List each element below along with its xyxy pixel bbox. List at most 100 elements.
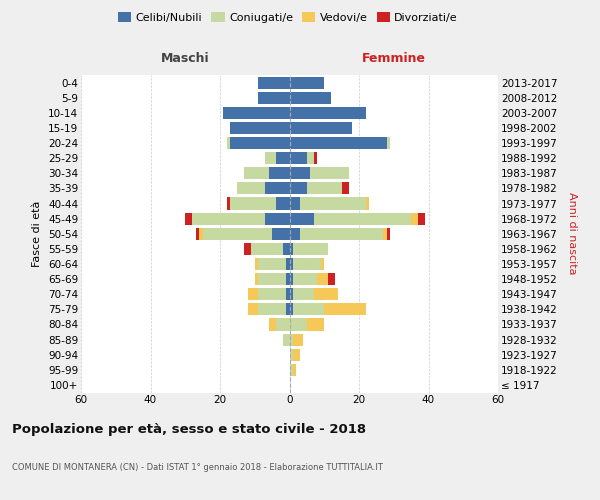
- Bar: [290, 137, 390, 149]
- Bar: [290, 288, 338, 300]
- Bar: [290, 228, 387, 240]
- Bar: [290, 198, 300, 209]
- Text: Femmine: Femmine: [362, 52, 426, 65]
- Bar: [290, 152, 314, 164]
- Bar: [290, 288, 293, 300]
- Bar: [248, 288, 290, 300]
- Bar: [283, 334, 290, 345]
- Bar: [290, 76, 324, 88]
- Bar: [258, 76, 290, 88]
- Bar: [230, 122, 290, 134]
- Text: COMUNE DI MONTANERA (CN) - Dati ISTAT 1° gennaio 2018 - Elaborazione TUTTITALIA.: COMUNE DI MONTANERA (CN) - Dati ISTAT 1°…: [12, 462, 383, 471]
- Bar: [290, 273, 328, 285]
- Bar: [244, 243, 290, 255]
- Bar: [269, 167, 290, 179]
- Bar: [290, 304, 293, 316]
- Bar: [290, 106, 366, 119]
- Legend: Celibi/Nubili, Coniugati/e, Vedovi/e, Divorziati/e: Celibi/Nubili, Coniugati/e, Vedovi/e, Di…: [113, 8, 463, 28]
- Bar: [275, 152, 290, 164]
- Bar: [203, 228, 290, 240]
- Bar: [185, 212, 290, 224]
- Bar: [244, 167, 290, 179]
- Bar: [290, 167, 349, 179]
- Bar: [290, 152, 307, 164]
- Bar: [290, 243, 328, 255]
- Bar: [290, 212, 411, 224]
- Bar: [290, 228, 300, 240]
- Bar: [290, 167, 349, 179]
- Bar: [286, 273, 290, 285]
- Bar: [290, 182, 341, 194]
- Bar: [238, 182, 290, 194]
- Bar: [238, 182, 290, 194]
- Bar: [251, 243, 290, 255]
- Bar: [269, 318, 290, 330]
- Bar: [199, 228, 290, 240]
- Bar: [255, 258, 290, 270]
- Bar: [290, 228, 383, 240]
- Bar: [290, 258, 324, 270]
- Bar: [290, 273, 317, 285]
- Bar: [290, 182, 349, 194]
- Bar: [265, 152, 290, 164]
- Bar: [290, 76, 324, 88]
- Bar: [290, 212, 418, 224]
- Bar: [275, 318, 290, 330]
- Bar: [290, 92, 331, 104]
- Bar: [290, 182, 307, 194]
- Text: Maschi: Maschi: [161, 52, 209, 65]
- Bar: [290, 243, 328, 255]
- Bar: [192, 212, 290, 224]
- Bar: [290, 212, 425, 224]
- Bar: [286, 258, 290, 270]
- Bar: [275, 198, 290, 209]
- Bar: [290, 364, 296, 376]
- Bar: [290, 243, 293, 255]
- Bar: [223, 106, 290, 119]
- Bar: [223, 106, 290, 119]
- Bar: [258, 92, 290, 104]
- Bar: [290, 122, 352, 134]
- Bar: [290, 334, 304, 345]
- Bar: [290, 122, 352, 134]
- Bar: [290, 106, 366, 119]
- Bar: [283, 243, 290, 255]
- Bar: [290, 152, 314, 164]
- Bar: [272, 228, 290, 240]
- Bar: [255, 273, 290, 285]
- Bar: [290, 334, 293, 345]
- Bar: [290, 348, 300, 361]
- Bar: [290, 182, 341, 194]
- Bar: [227, 198, 290, 209]
- Bar: [286, 304, 290, 316]
- Bar: [258, 76, 290, 88]
- Bar: [196, 228, 290, 240]
- Bar: [290, 304, 366, 316]
- Bar: [290, 198, 370, 209]
- Bar: [290, 152, 317, 164]
- Bar: [227, 137, 290, 149]
- Bar: [290, 258, 293, 270]
- Bar: [290, 288, 314, 300]
- Bar: [258, 76, 290, 88]
- Bar: [290, 318, 307, 330]
- Bar: [290, 318, 324, 330]
- Bar: [290, 273, 293, 285]
- Bar: [251, 243, 290, 255]
- Bar: [230, 122, 290, 134]
- Bar: [258, 92, 290, 104]
- Bar: [223, 106, 290, 119]
- Bar: [227, 137, 290, 149]
- Bar: [290, 348, 293, 361]
- Bar: [290, 212, 314, 224]
- Bar: [248, 304, 290, 316]
- Bar: [290, 273, 335, 285]
- Bar: [265, 182, 290, 194]
- Bar: [258, 288, 290, 300]
- Y-axis label: Fasce di età: Fasce di età: [32, 200, 43, 267]
- Bar: [244, 167, 290, 179]
- Bar: [290, 304, 324, 316]
- Bar: [286, 288, 290, 300]
- Bar: [265, 212, 290, 224]
- Bar: [290, 92, 331, 104]
